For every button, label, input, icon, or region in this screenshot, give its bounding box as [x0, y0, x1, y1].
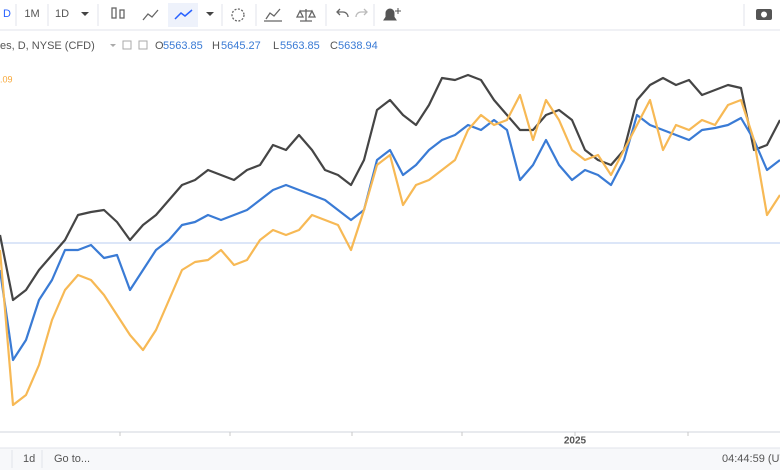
series-line: [0, 113, 780, 362]
settings-button[interactable]: [231, 8, 245, 22]
alert-button[interactable]: [383, 8, 401, 21]
snapshot-button[interactable]: [756, 9, 772, 20]
goto-button[interactable]: Go to...: [54, 453, 90, 465]
bottom-bar: [0, 448, 780, 470]
interval-button[interactable]: 1M: [24, 8, 39, 20]
compare-value: .09: [0, 74, 13, 84]
dropdown[interactable]: [81, 12, 89, 16]
ohlc-key: O: [155, 40, 164, 52]
ohlc-value: 5645.27: [221, 40, 261, 52]
range-button[interactable]: 1d: [23, 453, 35, 465]
candles-button[interactable]: [111, 7, 125, 19]
ohlc-value: 5563.85: [163, 40, 203, 52]
bars-button[interactable]: [142, 9, 159, 21]
ohlc-key: L: [273, 40, 279, 52]
ohlc-key: C: [330, 40, 338, 52]
undo-button[interactable]: [336, 8, 349, 18]
indicators-button[interactable]: [264, 8, 282, 22]
interval-button[interactable]: 1D: [55, 8, 69, 20]
symbol-label: es, D, NYSE (CFD): [0, 40, 95, 52]
line-button[interactable]: [174, 9, 193, 20]
dropdown[interactable]: [206, 12, 214, 16]
time-ticks: [119, 432, 689, 436]
redo-button[interactable]: [355, 8, 368, 18]
series-line: [0, 73, 780, 302]
interval-button[interactable]: D: [3, 8, 11, 20]
ohlc-value: 5563.85: [280, 40, 320, 52]
time-label: 2025: [564, 436, 587, 447]
ohlc-key: H: [212, 40, 220, 52]
legend-icon[interactable]: [138, 40, 148, 50]
compare-button[interactable]: [295, 9, 317, 22]
clock: 04:44:59 (UTC: [722, 453, 780, 465]
legend-icon[interactable]: [122, 40, 132, 50]
ohlc-value: 5638.94: [338, 40, 378, 52]
series-line: [0, 93, 780, 407]
dropdown[interactable]: [110, 44, 116, 47]
